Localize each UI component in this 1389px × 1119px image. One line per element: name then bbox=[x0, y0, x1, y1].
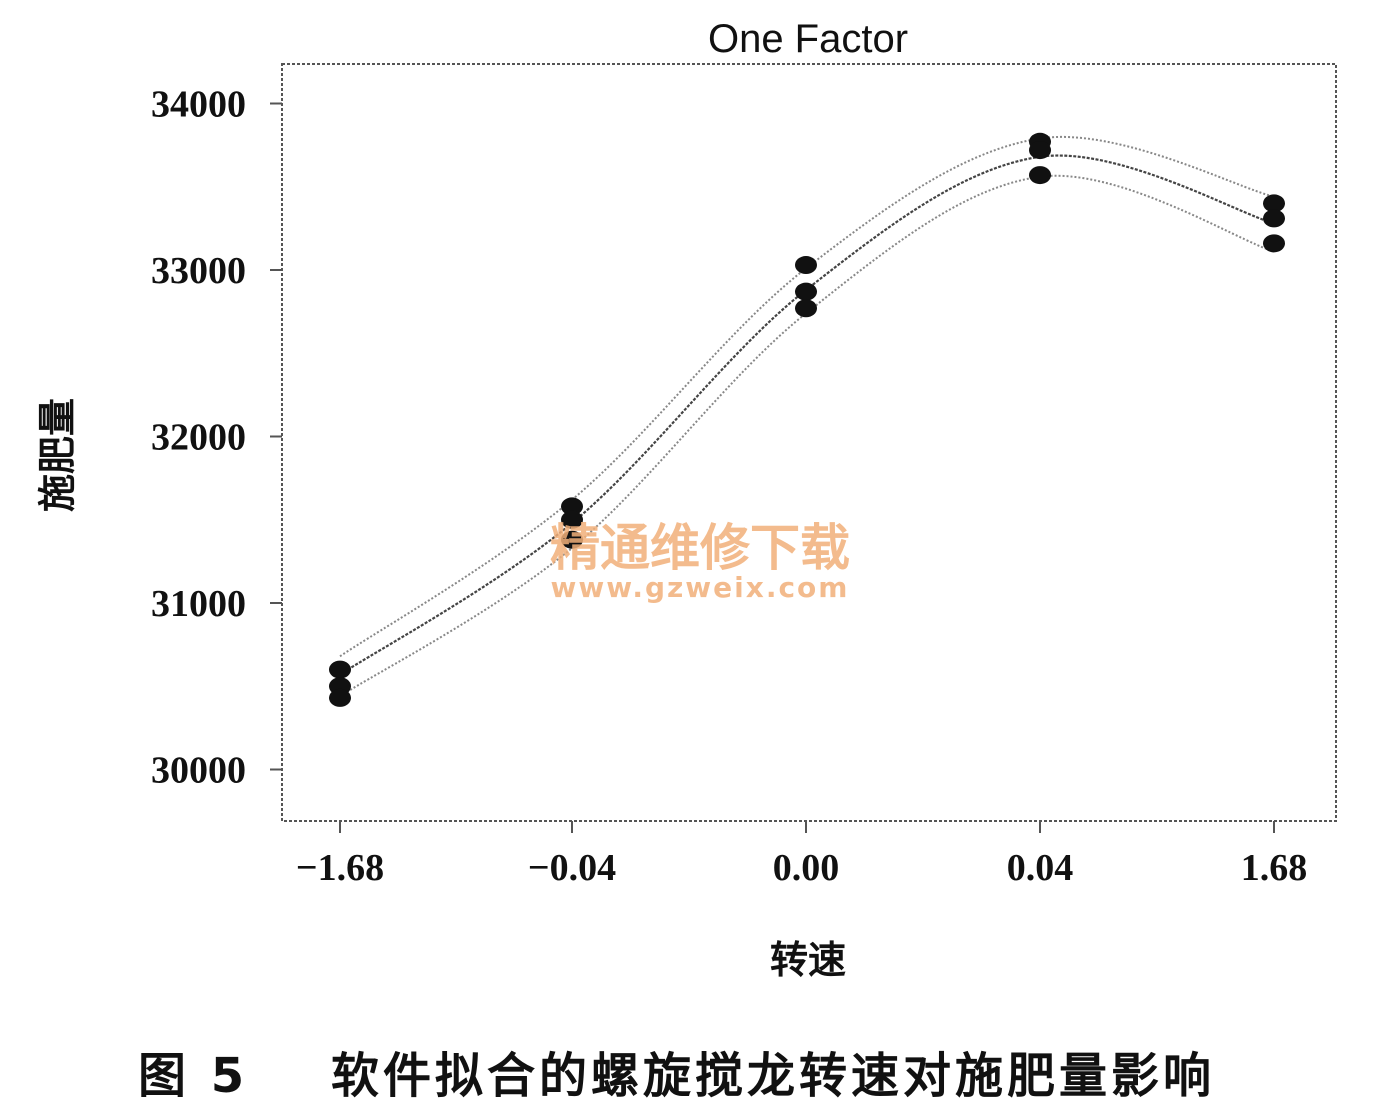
x-tick-label: 0.00 bbox=[773, 847, 840, 889]
y-axis-label: 施肥量 bbox=[36, 398, 80, 512]
x-tick-label: −0.04 bbox=[528, 847, 616, 889]
data-point bbox=[561, 510, 583, 529]
x-axis-ticks: −1.68 −0.04 0.00 0.04 1.68 bbox=[296, 821, 1307, 889]
data-point bbox=[561, 497, 583, 516]
data-point bbox=[561, 530, 583, 549]
data-point bbox=[1029, 166, 1051, 185]
data-point bbox=[1263, 209, 1285, 228]
fitted-curves bbox=[339, 136, 1275, 698]
figure-caption: 图 5 软件拟合的螺旋搅龙转速对施肥量影响 bbox=[138, 1048, 1215, 1104]
lower-band-line bbox=[339, 174, 1275, 698]
data-point bbox=[329, 660, 351, 679]
data-point bbox=[795, 256, 817, 275]
y-tick-label: 30000 bbox=[151, 750, 246, 792]
x-axis-label: 转速 bbox=[770, 938, 846, 982]
y-tick-label: 34000 bbox=[151, 84, 246, 126]
watermark-url: www.gzweix.com bbox=[551, 571, 850, 604]
upper-band-line bbox=[339, 136, 1275, 658]
y-tick-label: 31000 bbox=[151, 583, 246, 625]
data-point bbox=[795, 299, 817, 318]
data-point bbox=[329, 688, 351, 707]
x-tick-label: 1.68 bbox=[1241, 847, 1308, 889]
data-point bbox=[1263, 194, 1285, 213]
y-tick-label: 33000 bbox=[151, 250, 246, 292]
data-point bbox=[1029, 141, 1051, 160]
chart-title: One Factor bbox=[708, 17, 908, 61]
data-points bbox=[329, 132, 1285, 707]
y-tick-label: 32000 bbox=[151, 417, 246, 459]
plot-frame bbox=[281, 63, 1337, 822]
y-axis-ticks: 30000 31000 32000 33000 34000 bbox=[151, 84, 282, 792]
watermark-text: 精通维修下载 bbox=[550, 519, 850, 577]
x-tick-label: −1.68 bbox=[296, 847, 384, 889]
data-point bbox=[1263, 234, 1285, 253]
data-point bbox=[795, 282, 817, 301]
x-tick-label: 0.04 bbox=[1007, 847, 1074, 889]
